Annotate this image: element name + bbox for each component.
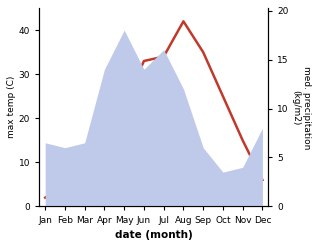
Y-axis label: med. precipitation
(kg/m2): med. precipitation (kg/m2) bbox=[292, 66, 311, 149]
X-axis label: date (month): date (month) bbox=[115, 230, 193, 240]
Y-axis label: max temp (C): max temp (C) bbox=[7, 76, 16, 139]
